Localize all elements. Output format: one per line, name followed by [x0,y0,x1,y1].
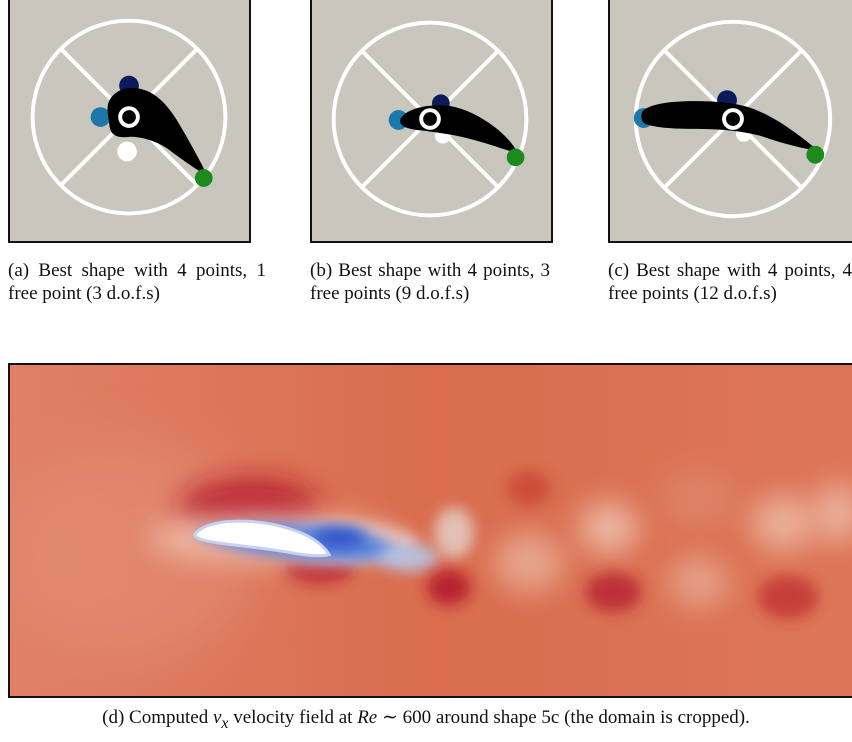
panel-c-shape [608,0,852,243]
panel-b-svg [331,20,529,218]
panel-b-shape [310,0,553,243]
control-point-icon [506,148,525,167]
caption-panel-b: (b) Best shape with 4 points, 3 free poi… [310,260,550,304]
caption-d-suffix: around shape 5c (the domain is cropped). [431,707,750,728]
caption-d-re-value: ∼ 600 [377,707,432,728]
shape-silhouette-icon [107,87,208,177]
control-point-icon [806,145,825,164]
caption-panel-c: (c) Best shape with 4 points, 4 free poi… [608,260,852,304]
panel-a-svg [30,18,228,216]
panel-c-svg [633,19,833,219]
caption-d-re: Re [357,707,378,728]
control-point-icon [117,141,137,162]
control-point-icon [90,107,111,127]
caption-d-var-sub: x [221,714,229,732]
velocity-field-svg [10,365,852,696]
caption-panel-a: (a) Best shape with 4 points, 1 free poi… [8,260,266,304]
caption-panel-d: (d) Computed vx velocity field at Re ∼ 6… [0,706,852,736]
airfoil-shape [192,519,332,558]
velocity-field-panel [8,363,852,698]
panel-a-shape [8,0,251,243]
caption-d-var: v [212,707,222,728]
caption-d-prefix: (d) Computed [102,707,213,728]
control-point-icon [194,169,213,187]
center-point-icon [118,106,140,128]
center-point-icon [419,108,441,130]
field-structures [10,444,852,662]
center-point-icon [722,108,744,130]
caption-d-middle: velocity field at [228,707,358,728]
